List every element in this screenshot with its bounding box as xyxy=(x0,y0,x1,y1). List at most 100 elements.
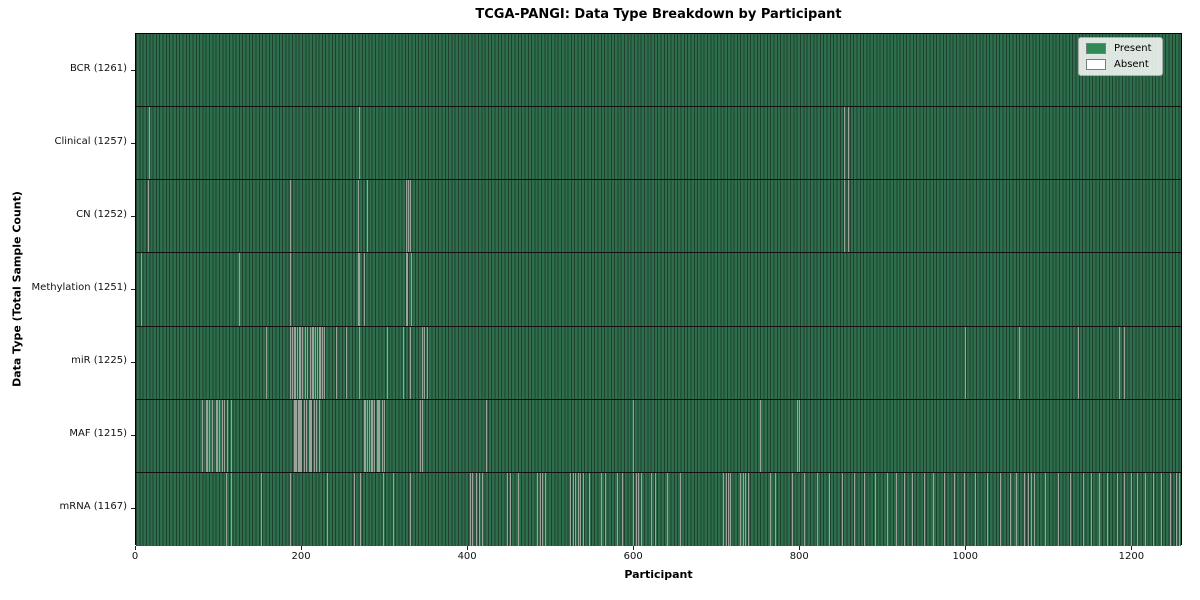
absent-cell xyxy=(292,326,294,399)
absent-cell xyxy=(816,472,818,546)
absent-cell xyxy=(1045,472,1047,546)
y-tick-mark xyxy=(131,362,135,364)
legend-label-present: Present xyxy=(1114,43,1152,54)
x-tick-label: 1000 xyxy=(952,551,978,562)
absent-cell xyxy=(426,326,428,399)
heatmap-row-maf xyxy=(136,399,1181,473)
heatmap-row-mrna xyxy=(136,472,1181,546)
absent-cell xyxy=(312,326,314,399)
absent-cell xyxy=(357,253,359,326)
y-tick-label: mRNA (1167) xyxy=(59,501,127,513)
absent-cell xyxy=(409,180,411,253)
absent-cell xyxy=(745,472,747,546)
absent-cell xyxy=(475,472,477,546)
absent-cell xyxy=(316,399,318,472)
x-tick-mark xyxy=(799,546,801,550)
y-tick-mark xyxy=(131,508,135,510)
absent-cell xyxy=(296,399,298,472)
legend-label-absent: Absent xyxy=(1114,59,1149,70)
absent-cell xyxy=(904,472,906,546)
absent-cell xyxy=(381,399,383,472)
absent-cell xyxy=(770,472,772,546)
absent-cell xyxy=(844,107,846,180)
absent-cell xyxy=(289,326,291,399)
absent-cell xyxy=(313,399,315,472)
absent-cell xyxy=(999,472,1001,546)
absent-cell xyxy=(303,399,305,472)
absent-cell xyxy=(364,399,366,472)
y-tick-mark xyxy=(131,435,135,437)
absent-cell xyxy=(260,472,262,546)
absent-cell xyxy=(231,472,233,546)
absent-cell xyxy=(486,399,488,472)
absent-cell xyxy=(1178,472,1180,546)
absent-cell xyxy=(294,399,296,472)
absent-cell xyxy=(308,399,310,472)
y-tick-label: CN (1252) xyxy=(76,208,127,220)
absent-cell xyxy=(854,472,856,546)
absent-cell xyxy=(409,472,411,546)
absent-cell xyxy=(844,180,846,253)
absent-cell xyxy=(140,253,142,326)
heatmap-plot-area xyxy=(135,33,1182,546)
absent-cell xyxy=(215,399,217,472)
absent-cell xyxy=(974,472,976,546)
x-tick-mark xyxy=(301,546,303,550)
absent-cell xyxy=(507,472,509,546)
absent-cell xyxy=(290,326,292,399)
absent-cell xyxy=(1099,472,1101,546)
absent-cell xyxy=(539,472,541,546)
absent-swatch xyxy=(1086,59,1106,70)
absent-cell xyxy=(650,472,652,546)
absent-cell xyxy=(469,472,471,546)
absent-cell xyxy=(326,472,328,546)
absent-cell xyxy=(383,472,385,546)
absent-cell xyxy=(366,180,368,253)
chart-title: TCGA-PANGI: Data Type Breakdown by Parti… xyxy=(475,7,842,22)
absent-cell xyxy=(542,472,543,546)
absent-cell xyxy=(654,472,656,546)
y-tick-label: Clinical (1257) xyxy=(54,135,128,147)
absent-cell xyxy=(209,399,211,472)
absent-cell xyxy=(478,472,480,546)
x-tick-label: 0 xyxy=(131,551,139,562)
absent-cell xyxy=(963,472,965,546)
absent-cell xyxy=(791,472,793,546)
absent-cell xyxy=(363,253,365,326)
y-tick-label: BCR (1261) xyxy=(69,62,127,74)
absent-cell xyxy=(317,326,318,399)
absent-cell xyxy=(379,399,381,472)
legend: Present Absent xyxy=(1078,37,1163,76)
x-tick-mark xyxy=(965,546,967,550)
absent-cell xyxy=(324,326,326,399)
absent-cell xyxy=(302,326,304,399)
absent-cell xyxy=(829,472,831,546)
absent-cell xyxy=(306,399,308,472)
absent-cell xyxy=(605,472,607,546)
heatmap-row-clinical xyxy=(136,107,1181,181)
absent-cell xyxy=(1018,326,1020,399)
absent-cell xyxy=(318,399,320,472)
absent-cell xyxy=(570,472,572,546)
absent-cell xyxy=(517,472,519,546)
absent-cell xyxy=(289,180,291,253)
absent-cell xyxy=(804,472,806,546)
absent-cell xyxy=(1034,472,1036,546)
absent-cell xyxy=(371,399,373,472)
absent-cell xyxy=(369,399,371,472)
absent-cell xyxy=(580,472,582,546)
absent-cell xyxy=(422,326,424,399)
absent-cell xyxy=(207,399,209,472)
present-swatch xyxy=(1086,43,1106,54)
absent-cell xyxy=(1107,472,1109,546)
absent-cell xyxy=(848,107,850,180)
absent-cell xyxy=(588,472,590,546)
absent-cell xyxy=(403,326,405,399)
absent-cell xyxy=(923,472,925,546)
legend-item-present: Present xyxy=(1086,43,1152,54)
absent-cell xyxy=(393,472,395,546)
absent-cell xyxy=(225,472,227,546)
x-tick-label: 200 xyxy=(291,551,311,562)
x-tick-mark xyxy=(1131,546,1133,550)
absent-cell xyxy=(912,472,914,546)
